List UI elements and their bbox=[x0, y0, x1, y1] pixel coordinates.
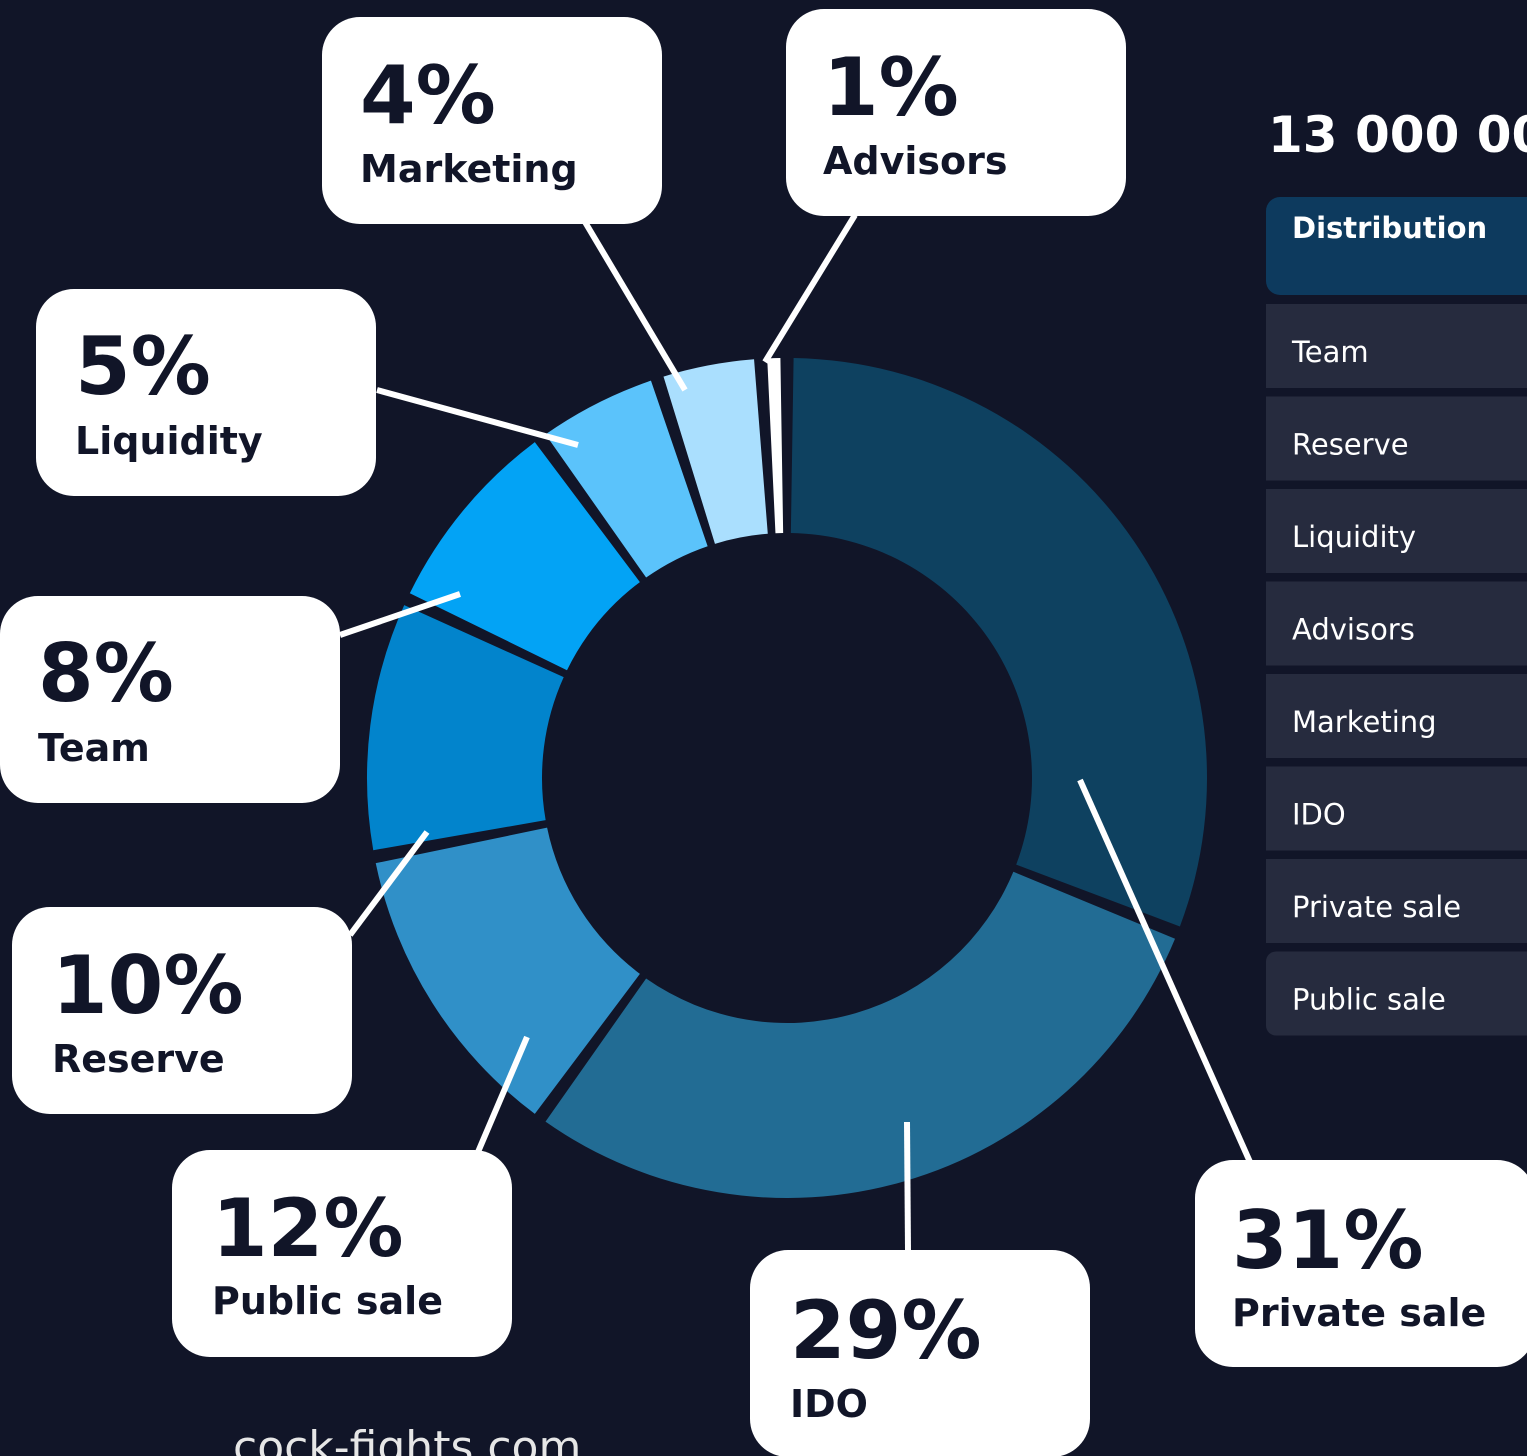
panel-row-label: Public sale bbox=[1292, 983, 1446, 1017]
callout-name: Liquidity bbox=[75, 419, 263, 463]
slice bbox=[663, 359, 768, 544]
callout-value: 4% bbox=[360, 49, 496, 142]
panel-row-label: Private sale bbox=[1292, 890, 1461, 924]
slice bbox=[767, 358, 784, 534]
panel-row bbox=[1266, 581, 1527, 666]
panel-header-text: Distribution bbox=[1292, 211, 1487, 245]
callout-box bbox=[750, 1250, 1090, 1456]
callout-value: 1% bbox=[823, 41, 959, 134]
callout-box bbox=[172, 1150, 512, 1357]
callout-value: 31% bbox=[1232, 1194, 1423, 1287]
connector bbox=[339, 591, 461, 638]
connector bbox=[475, 1035, 530, 1154]
donut bbox=[367, 358, 1207, 1199]
connector bbox=[347, 830, 430, 937]
slice bbox=[790, 358, 1207, 927]
callout-box bbox=[0, 596, 340, 803]
panel-row bbox=[1266, 489, 1527, 573]
footer: cock-fights.com bbox=[233, 1422, 581, 1456]
panel-header bbox=[1266, 197, 1527, 295]
callout-name: Public sale bbox=[212, 1279, 443, 1323]
panel-row-label: Marketing bbox=[1292, 705, 1437, 739]
callout-value: 8% bbox=[38, 627, 174, 720]
panel-row bbox=[1266, 859, 1527, 943]
panel-row-label: Reserve bbox=[1292, 428, 1409, 462]
slice bbox=[375, 827, 640, 1114]
slice bbox=[545, 871, 1176, 1199]
callout-name: Team bbox=[38, 726, 150, 770]
panel-row-label: Liquidity bbox=[1292, 520, 1416, 554]
callout-box bbox=[1195, 1160, 1527, 1367]
callout-box bbox=[786, 9, 1126, 216]
connector bbox=[376, 387, 579, 448]
connector bbox=[762, 213, 858, 364]
callout-box bbox=[12, 907, 352, 1114]
total: 13 000 000 bbox=[1268, 106, 1527, 164]
panel: 13 000 000 Distribution Team Reserve Liqui… bbox=[1266, 106, 1527, 1036]
connector bbox=[582, 220, 688, 392]
callout-name: IDO bbox=[790, 1382, 868, 1426]
callout-box bbox=[36, 289, 376, 496]
callout-value: 29% bbox=[790, 1284, 981, 1377]
panel-row bbox=[1266, 396, 1527, 481]
callout-value: 12% bbox=[212, 1182, 403, 1275]
callout-name: Marketing bbox=[360, 147, 578, 191]
slice bbox=[545, 380, 708, 578]
panel-row bbox=[1266, 304, 1527, 388]
slice bbox=[367, 605, 564, 851]
connector bbox=[904, 1121, 911, 1251]
callout-value: 5% bbox=[75, 320, 211, 413]
slice bbox=[409, 442, 640, 671]
connector bbox=[1077, 778, 1253, 1164]
callout-name: Reserve bbox=[52, 1037, 225, 1081]
panel-row bbox=[1266, 674, 1527, 758]
panel-row-label: IDO bbox=[1292, 798, 1346, 832]
panel-row bbox=[1266, 766, 1527, 851]
panel-row-label: Team bbox=[1291, 335, 1369, 369]
callout-value: 10% bbox=[52, 939, 243, 1032]
callout-box bbox=[322, 17, 662, 224]
panel-row bbox=[1266, 951, 1527, 1036]
callout-name: Private sale bbox=[1232, 1291, 1486, 1335]
callout-name: Advisors bbox=[823, 139, 1008, 183]
panel-row-label: Advisors bbox=[1292, 613, 1415, 647]
